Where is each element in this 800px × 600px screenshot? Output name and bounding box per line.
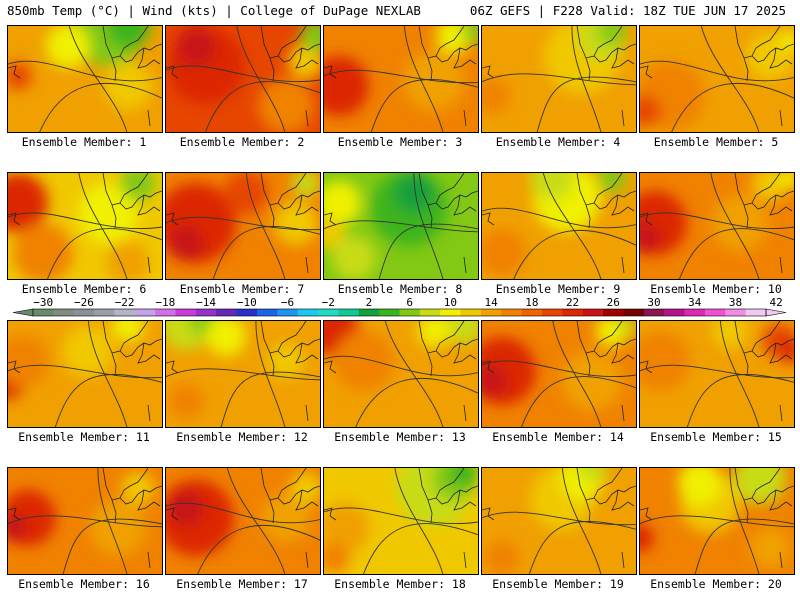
- colorbar-swatch: [460, 309, 482, 316]
- ensemble-member-label: Ensemble Member: 12: [176, 430, 308, 444]
- ensemble-member-label: Ensemble Member: 8: [337, 282, 463, 296]
- temperature-colorbar: −30 −26 −22 −18 −14 −10 −6 −2 2 6 10 14 18 22 26 30 34 38…: [12, 296, 787, 317]
- colorbar-swatch: [704, 309, 726, 316]
- ensemble-map-panel: [323, 172, 479, 280]
- colorbar-tick-label: −6: [281, 296, 294, 309]
- colorbar-tick-label: 30: [647, 296, 660, 309]
- ensemble-member-label: Ensemble Member: 18: [334, 577, 466, 591]
- colorbar-swatch: [684, 309, 706, 316]
- colorbar-swatch: [195, 309, 217, 316]
- header-run-info: 06Z GEFS | F228 Valid: 18Z TUE JUN 17 20…: [469, 3, 786, 18]
- colorbar-swatch: [419, 309, 441, 316]
- ensemble-member-label: Ensemble Member: 19: [492, 577, 624, 591]
- ensemble-member-label: Ensemble Member: 9: [495, 282, 621, 296]
- colorbar-swatch: [440, 309, 461, 316]
- colorbar-swatch: [399, 309, 421, 316]
- colorbar-swatch: [643, 309, 665, 316]
- colorbar-tick-label: −30: [33, 296, 53, 309]
- ensemble-map-panel: [7, 172, 163, 280]
- ensemble-member-label: Ensemble Member: 7: [179, 282, 305, 296]
- ensemble-map-panel: [323, 320, 479, 428]
- header-title: 850mb Temp (°C) | Wind (kts) | College o…: [7, 3, 421, 18]
- ensemble-map-panel: [639, 320, 795, 428]
- ensemble-map-panel: [481, 172, 637, 280]
- ensemble-member-label: Ensemble Member: 2: [179, 135, 305, 149]
- ensemble-member-label: Ensemble Member: 10: [650, 282, 782, 296]
- colorbar-swatch: [745, 309, 767, 316]
- colorbar-swatch: [582, 309, 604, 316]
- colorbar-tick-label: 42: [770, 296, 783, 309]
- ensemble-map-panel: [7, 320, 163, 428]
- colorbar-swatch: [134, 309, 156, 316]
- colorbar-tick-label: −14: [196, 296, 216, 309]
- colorbar-swatch: [358, 309, 380, 316]
- colorbar-swatch: [216, 309, 238, 316]
- ensemble-member-label: Ensemble Member: 4: [495, 135, 621, 149]
- colorbar-swatch: [297, 309, 319, 316]
- colorbar-tick-label: −22: [115, 296, 135, 309]
- colorbar-tick-label: 18: [525, 296, 538, 309]
- ensemble-member-label: Ensemble Member: 16: [18, 577, 150, 591]
- colorbar-swatch: [379, 309, 400, 316]
- colorbar-swatch: [73, 309, 95, 316]
- ensemble-map-panel: [165, 25, 321, 133]
- colorbar-swatch: [562, 309, 584, 316]
- ensemble-map-panel: [639, 467, 795, 575]
- colorbar-tick-label: −26: [74, 296, 94, 309]
- colorbar-swatch: [542, 309, 563, 316]
- ensemble-member-label: Ensemble Member: 6: [21, 282, 147, 296]
- ensemble-map-panel: [323, 467, 479, 575]
- colorbar-swatch: [53, 309, 75, 316]
- colorbar-swatch: [725, 309, 747, 316]
- colorbar-swatch: [623, 309, 645, 316]
- colorbar-swatch: [236, 309, 258, 316]
- ensemble-member-label: Ensemble Member: 17: [176, 577, 308, 591]
- ensemble-map-panel: [481, 320, 637, 428]
- colorbar-tick-label: 10: [444, 296, 457, 309]
- ensemble-map-panel: [639, 25, 795, 133]
- colorbar-swatch: [603, 309, 624, 316]
- colorbar-swatch: [155, 309, 176, 316]
- ensemble-member-label: Ensemble Member: 11: [18, 430, 150, 444]
- ensemble-map-panel: [165, 467, 321, 575]
- colorbar-tick-label: −10: [237, 296, 257, 309]
- ensemble-member-label: Ensemble Member: 3: [337, 135, 463, 149]
- colorbar-swatch: [338, 309, 360, 316]
- colorbar-swatch: [318, 309, 339, 316]
- colorbar-tick-label: −18: [155, 296, 175, 309]
- ensemble-member-label: Ensemble Member: 15: [650, 430, 782, 444]
- colorbar-tick-label: 38: [729, 296, 742, 309]
- colorbar-swatch: [501, 309, 523, 316]
- colorbar-swatch: [256, 309, 278, 316]
- ensemble-map-panel: [639, 172, 795, 280]
- colorbar-swatch: [114, 309, 136, 316]
- ensemble-member-label: Ensemble Member: 1: [21, 135, 147, 149]
- colorbar-tick-label: 6: [406, 296, 413, 309]
- colorbar-tick-label: 22: [566, 296, 579, 309]
- ensemble-map-panel: [481, 25, 637, 133]
- colorbar-swatch: [33, 309, 54, 316]
- colorbar-tick-label: −2: [322, 296, 335, 309]
- ensemble-member-label: Ensemble Member: 13: [334, 430, 466, 444]
- colorbar-tick-label: 34: [688, 296, 702, 309]
- colorbar-tick-label: 2: [366, 296, 373, 309]
- colorbar-swatch: [277, 309, 299, 316]
- ensemble-map-panel: [481, 467, 637, 575]
- ensemble-member-label: Ensemble Member: 5: [653, 135, 779, 149]
- colorbar-swatch: [94, 309, 115, 316]
- colorbar-swatch: [664, 309, 685, 316]
- ensemble-map-panel: [165, 320, 321, 428]
- ensemble-map-panel: [7, 467, 163, 575]
- ensemble-map-panel: [165, 172, 321, 280]
- ensemble-map-panel: [323, 25, 479, 133]
- ensemble-map-panel: [7, 25, 163, 133]
- colorbar-swatch: [521, 309, 543, 316]
- ensemble-member-label: Ensemble Member: 14: [492, 430, 624, 444]
- ensemble-member-label: Ensemble Member: 20: [650, 577, 782, 591]
- colorbar-tick-label: 26: [607, 296, 620, 309]
- colorbar-tick-label: 14: [485, 296, 499, 309]
- colorbar-swatch: [175, 309, 197, 316]
- colorbar-swatch: [480, 309, 502, 316]
